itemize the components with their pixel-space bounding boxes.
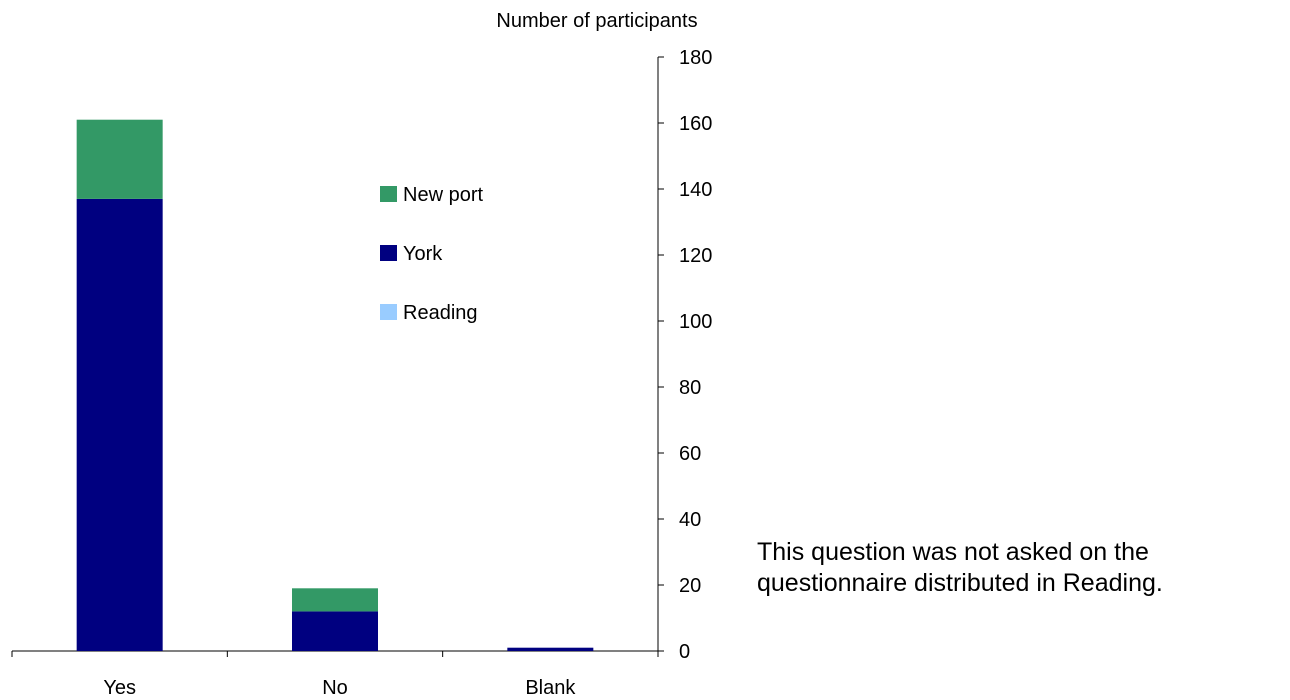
y-tick-label: 0 <box>679 641 690 663</box>
bar-segment-york-blank <box>507 647 594 651</box>
legend-label: New port <box>403 184 483 206</box>
y-tick-label: 80 <box>679 377 701 399</box>
bars <box>76 119 594 651</box>
note-text: This question was not asked on the quest… <box>757 537 1277 599</box>
note-line-2: questionnaire distributed in Reading. <box>757 569 1163 597</box>
legend-label: Reading <box>403 302 478 324</box>
y-tick-label: 140 <box>679 179 712 201</box>
legend-swatch <box>380 304 397 320</box>
note-line-1: This question was not asked on the <box>757 538 1149 566</box>
legend-swatch <box>380 186 397 202</box>
y-tick-label: 160 <box>679 113 712 135</box>
x-axis-labels: Yes No Blank <box>103 677 576 699</box>
bar-segment-new-port-no <box>292 588 378 612</box>
x-tick-label: Yes <box>103 677 136 699</box>
bar-segment-york-yes <box>76 198 163 651</box>
y-tick-label: 180 <box>679 47 712 69</box>
y-axis-ticks: 0 20 40 60 80 100 120 140 160 180 <box>658 47 712 663</box>
legend-swatch <box>380 245 397 261</box>
y-tick-label: 60 <box>679 443 701 465</box>
y-tick-label: 40 <box>679 509 701 531</box>
y-tick-label: 20 <box>679 575 701 597</box>
y-tick-label: 100 <box>679 311 712 333</box>
bar-segment-york-no <box>292 611 378 651</box>
y-axis-title: Number of participants <box>496 10 697 32</box>
y-tick-label: 120 <box>679 245 712 267</box>
bar-segment-new-port-yes <box>76 119 163 199</box>
legend: New port York Reading <box>380 184 483 324</box>
x-tick-label: Blank <box>525 677 576 699</box>
x-axis-ticks <box>11 651 659 657</box>
x-tick-label: No <box>322 677 348 699</box>
legend-label: York <box>403 243 443 265</box>
